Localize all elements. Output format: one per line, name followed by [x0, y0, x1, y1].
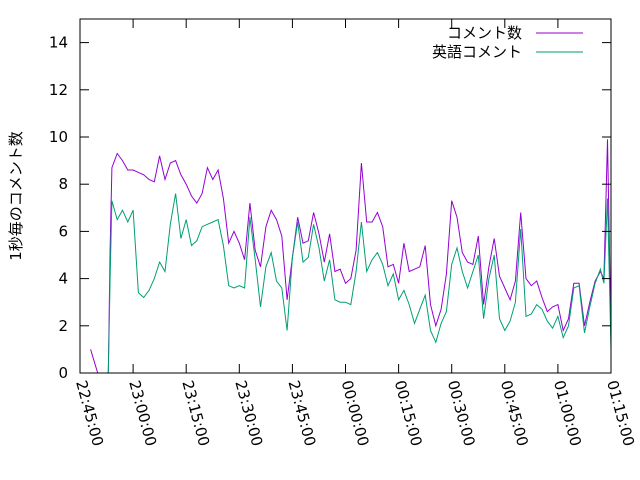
y-tick-label: 0: [58, 364, 68, 382]
legend-label-0: コメント数: [447, 24, 522, 42]
y-tick-label: 6: [58, 222, 68, 240]
y-tick-label: 14: [49, 34, 68, 52]
series-layer: [90, 139, 612, 374]
legend-label-1: 英語コメント: [432, 43, 522, 61]
series-line-0: [90, 139, 612, 374]
series-line-1: [107, 193, 612, 374]
y-tick-label: 2: [58, 317, 68, 335]
y-tick-label: 4: [58, 270, 68, 288]
y-axis: 0 2 4 6 8 10 12 14: [49, 34, 611, 382]
y-tick-label: 8: [58, 175, 68, 193]
y-tick-label: 12: [49, 81, 68, 99]
y-tick-label: 10: [49, 128, 68, 146]
y-axis-label: 1秒毎のコメント数: [7, 131, 25, 261]
